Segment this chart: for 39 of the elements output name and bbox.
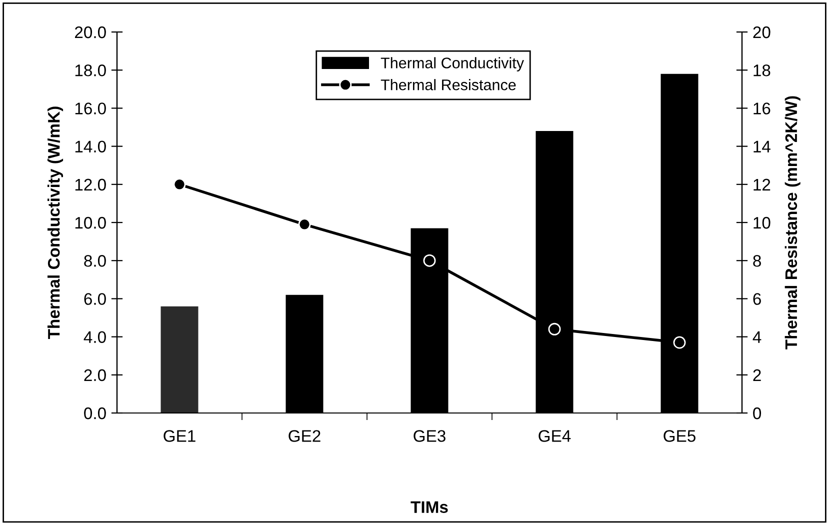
y-tick-label: 8.0 xyxy=(84,255,106,267)
y-axis-title: Thermal Conductivity (W/mK) xyxy=(48,106,64,339)
y-tick-label: 6.0 xyxy=(84,293,106,305)
point xyxy=(548,322,561,336)
x-axis-title: TIMs xyxy=(410,501,448,513)
y-tick-label: 14.0 xyxy=(75,140,106,153)
y2-tick-label: 4 xyxy=(752,331,762,343)
legend-label: Thermal Resistance xyxy=(380,79,516,90)
y-tick-label: 4.0 xyxy=(84,331,106,344)
point xyxy=(173,178,186,191)
y2-tick-label: 6 xyxy=(753,293,761,305)
y-tick-label: 2.0 xyxy=(84,369,106,382)
x-tick-label: GE4 xyxy=(538,430,571,442)
x-tick-label: GE5 xyxy=(664,430,696,442)
y2-tick-label: 20 xyxy=(753,26,770,38)
y2-tick-label: 8 xyxy=(753,255,761,267)
x-tick-label: GE3 xyxy=(414,430,446,442)
bar xyxy=(160,306,198,413)
y2-tick-label: 18 xyxy=(754,64,770,76)
point xyxy=(298,218,311,231)
y2-tick-label: 16 xyxy=(754,102,770,114)
y-tick-label: 12.0 xyxy=(75,178,106,191)
point xyxy=(673,336,686,349)
y-tick-label: 16.0 xyxy=(75,102,106,114)
y-tick-label: 20.0 xyxy=(74,26,106,38)
y-tick-label: 18.0 xyxy=(75,64,106,76)
point xyxy=(423,254,436,267)
y2-tick-label: 12 xyxy=(754,178,770,190)
y-tick-label: 0.0 xyxy=(84,407,106,420)
y2-tick-label: 10 xyxy=(754,216,770,229)
bar xyxy=(286,294,324,413)
y2-tick-label: 14 xyxy=(754,140,770,152)
x-tick-label: GE1 xyxy=(164,430,196,442)
y-tick-label: 10.0 xyxy=(75,216,106,229)
legend-label: Thermal Conductivity xyxy=(380,57,524,72)
x-tick-label: GE2 xyxy=(288,430,320,442)
y2-axis-title: Thermal Resistance (mm^2K/W) xyxy=(784,96,800,350)
y2-tick-label: 0 xyxy=(753,407,762,420)
y2-tick-label: 2 xyxy=(753,369,761,381)
